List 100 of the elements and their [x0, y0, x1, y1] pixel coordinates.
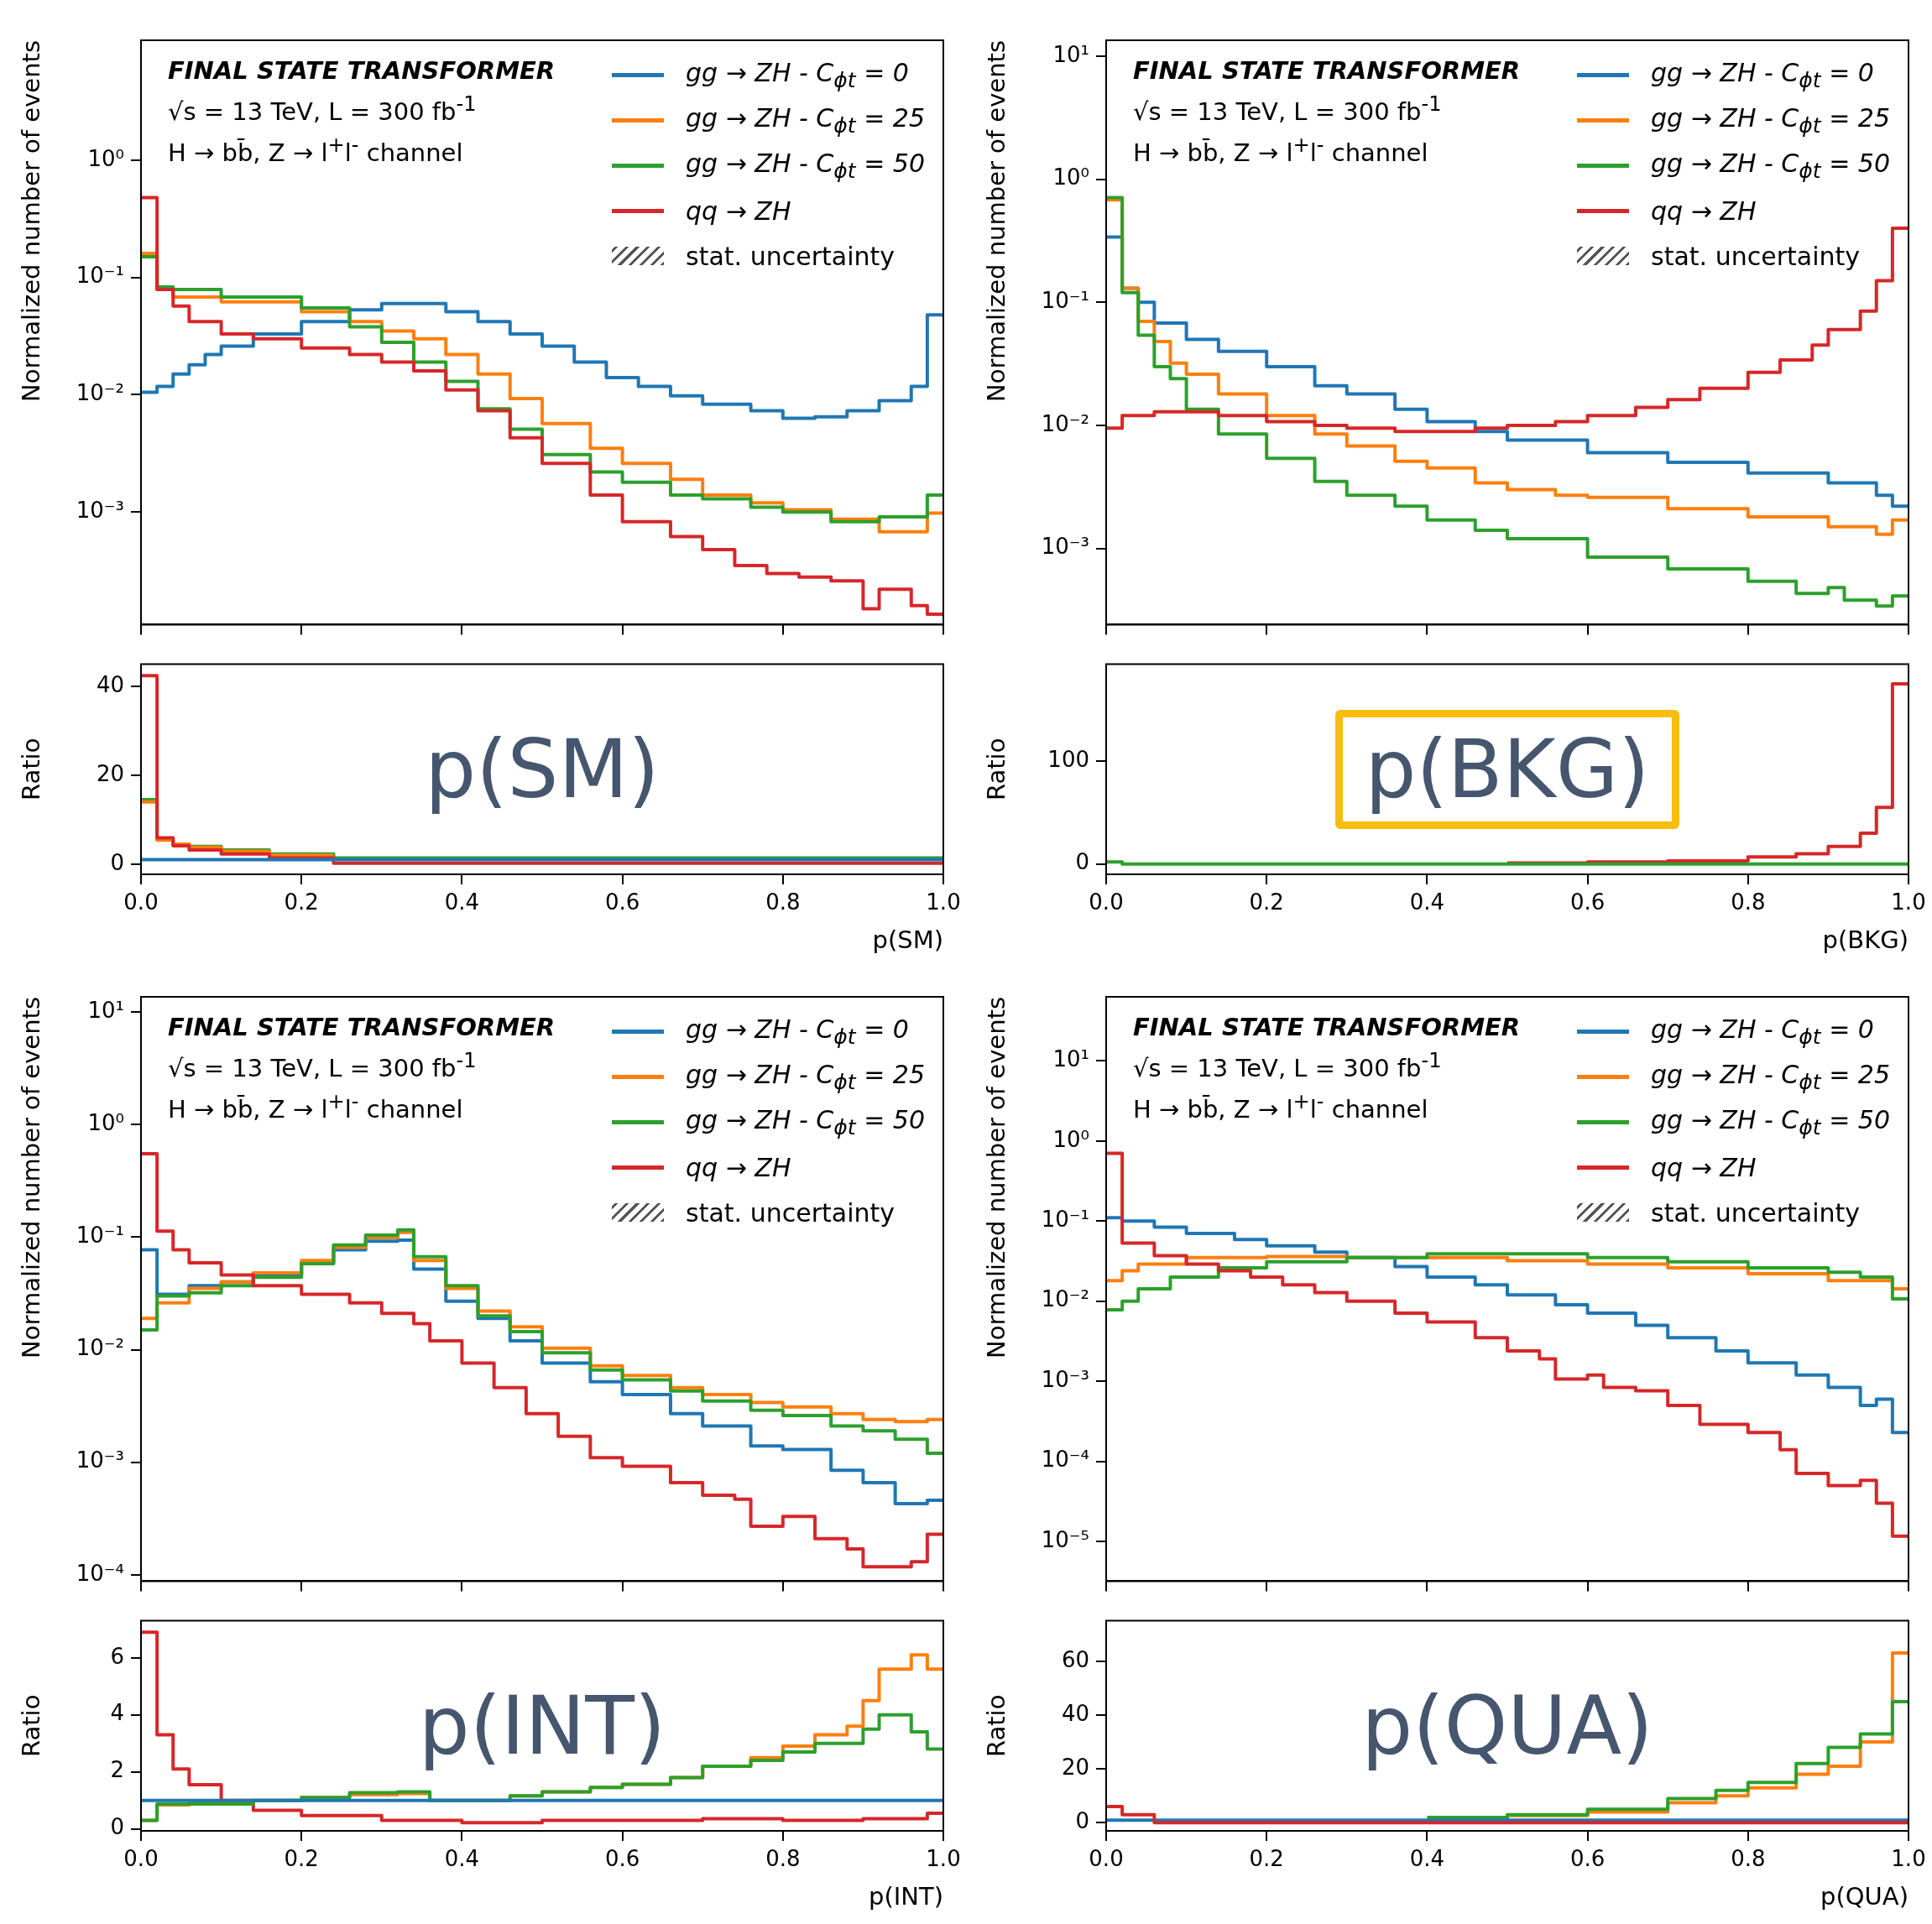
x-tick-label: 0.4 — [444, 1846, 480, 1872]
y-tick-label: 10⁻³ — [76, 1447, 124, 1473]
y-tick-label: 10⁻⁵ — [1041, 1526, 1089, 1552]
y-axis-title: Normalized number of events — [16, 40, 45, 402]
y-tick-label: 0 — [1075, 849, 1089, 875]
annotation: H → bb̄, Z → l$^{+}$l$^{-}$ channel — [1133, 132, 1429, 169]
y-tick-label: 10¹ — [87, 997, 124, 1023]
annotation: p(INT) — [418, 1678, 666, 1773]
y-tick-label: 4 — [110, 1700, 124, 1726]
annotation: H → bb̄, Z → l$^{+}$l$^{-}$ channel — [168, 132, 464, 169]
annotation: stat. uncertainty — [1651, 241, 1860, 271]
y-tick-label: 2 — [110, 1757, 124, 1783]
y-tick-label: 40 — [96, 671, 124, 697]
legend-label: gg → ZH - C$_{ϕt}$ = 25 — [1651, 102, 1890, 138]
legend-label: qq → ZH — [686, 1152, 791, 1182]
x-tick-label: 0.8 — [1731, 889, 1766, 915]
x-tick-label: 1.0 — [926, 1846, 961, 1872]
x-tick-label: 0.2 — [1249, 1846, 1284, 1872]
y-tick-label: 6 — [110, 1643, 124, 1669]
x-tick-label: 0.2 — [1249, 889, 1284, 915]
y-tick-label: 10⁻⁴ — [76, 1560, 124, 1586]
legend-label: qq → ZH — [1651, 196, 1757, 226]
annotation: √s = 13 TeV, L = 300 fb$^{-1}$ — [1133, 91, 1443, 128]
x-tick-label: 0.4 — [1409, 889, 1445, 915]
y-axis-title: Ratio — [16, 738, 45, 801]
y-tick-label: 0 — [110, 849, 124, 875]
legend-label: gg → ZH - C$_{ϕt}$ = 50 — [1651, 148, 1890, 183]
y-tick-label: 20 — [1061, 1754, 1089, 1780]
y-tick-label: 10⁻³ — [76, 498, 124, 524]
legend-label: gg → ZH - C$_{ϕt}$ = 25 — [686, 1059, 925, 1094]
legend-label: gg → ZH - C$_{ϕt}$ = 0 — [686, 57, 909, 92]
x-tick-label: 0.4 — [444, 889, 480, 915]
x-axis-title: p(INT) — [869, 1882, 943, 1911]
y-tick-label: 10⁻¹ — [76, 1223, 124, 1249]
y-axis-title: Normalized number of events — [981, 997, 1010, 1358]
x-tick-label: 1.0 — [1891, 1846, 1926, 1872]
annotation: stat. uncertainty — [686, 241, 895, 271]
legend-label: gg → ZH - C$_{ϕt}$ = 50 — [1651, 1104, 1890, 1139]
y-tick-label: 20 — [96, 760, 124, 786]
annotation: H → bb̄, Z → l$^{+}$l$^{-}$ channel — [168, 1088, 464, 1125]
y-tick-label: 40 — [1061, 1700, 1089, 1726]
legend-label: gg → ZH - C$_{ϕt}$ = 25 — [686, 102, 925, 138]
y-tick-label: 10⁻³ — [1041, 1366, 1089, 1392]
y-tick-label: 10⁻³ — [1041, 534, 1089, 560]
x-tick-label: 0.0 — [123, 1846, 159, 1872]
x-tick-label: 1.0 — [1891, 889, 1926, 915]
y-axis-title: Normalized number of events — [16, 997, 45, 1358]
y-tick-label: 10⁰ — [87, 145, 124, 171]
y-tick-label: 100 — [1047, 746, 1089, 772]
y-tick-label: 60 — [1061, 1646, 1089, 1672]
annotation: p(SM) — [425, 722, 660, 816]
x-axis-title: p(SM) — [872, 926, 943, 955]
x-tick-label: 0.2 — [284, 889, 319, 915]
y-tick-label: 0 — [110, 1814, 124, 1840]
annotation: √s = 13 TeV, L = 300 fb$^{-1}$ — [1133, 1048, 1443, 1084]
x-tick-label: 0.0 — [1089, 889, 1124, 915]
y-tick-label: 10⁻⁴ — [1041, 1447, 1089, 1473]
x-tick-label: 0.0 — [123, 889, 159, 915]
y-tick-label: 10⁰ — [1052, 1126, 1089, 1152]
x-tick-label: 0.6 — [1569, 889, 1606, 915]
legend-label: gg → ZH - C$_{ϕt}$ = 25 — [1651, 1059, 1890, 1094]
y-tick-label: 10⁻² — [1041, 1286, 1089, 1312]
x-tick-label: 0.6 — [1569, 1846, 1606, 1872]
y-tick-label: 10⁻¹ — [1041, 1207, 1089, 1233]
x-tick-label: 0.4 — [1409, 1846, 1445, 1872]
x-tick-label: 0.6 — [604, 1846, 640, 1872]
legend-label: gg → ZH - C$_{ϕt}$ = 50 — [686, 148, 925, 183]
annotation: √s = 13 TeV, L = 300 fb$^{-1}$ — [168, 1048, 478, 1084]
x-tick-label: 0.0 — [1089, 1846, 1124, 1872]
annotation: H → bb̄, Z → l$^{+}$l$^{-}$ channel — [1133, 1088, 1429, 1125]
y-tick-label: 10⁻² — [1041, 410, 1089, 436]
x-tick-label: 0.8 — [765, 889, 801, 915]
x-axis-title: p(QUA) — [1820, 1882, 1909, 1911]
x-axis-title: p(BKG) — [1822, 926, 1909, 955]
x-tick-label: 0.8 — [765, 1846, 801, 1872]
y-tick-label: 10¹ — [1052, 1046, 1089, 1072]
annotation: FINAL STATE TRANSFORMER — [1133, 55, 1521, 86]
y-tick-label: 0 — [1075, 1808, 1089, 1834]
legend-label: gg → ZH - C$_{ϕt}$ = 0 — [1651, 1014, 1874, 1049]
y-tick-label: 10⁻¹ — [76, 263, 124, 289]
annotation: √s = 13 TeV, L = 300 fb$^{-1}$ — [168, 91, 478, 128]
y-axis-title: Normalized number of events — [981, 40, 1010, 402]
x-tick-label: 0.2 — [284, 1846, 319, 1872]
x-tick-label: 1.0 — [926, 889, 961, 915]
y-axis-title: Ratio — [981, 1694, 1010, 1758]
y-axis-title: Ratio — [16, 1694, 45, 1758]
y-tick-label: 10⁻² — [76, 1335, 124, 1361]
annotation: FINAL STATE TRANSFORMER — [168, 1012, 556, 1043]
legend-label: gg → ZH - C$_{ϕt}$ = 0 — [686, 1014, 909, 1049]
annotation: FINAL STATE TRANSFORMER — [1133, 1012, 1521, 1043]
legend-label: gg → ZH - C$_{ϕt}$ = 0 — [1651, 57, 1874, 92]
annotation: p(QUA) — [1361, 1678, 1653, 1773]
rounded-frame: p(BKG) — [1335, 709, 1679, 829]
y-tick-label: 10⁰ — [87, 1109, 124, 1135]
legend-label: gg → ZH - C$_{ϕt}$ = 50 — [686, 1104, 925, 1139]
annotation: p(BKG) — [1365, 722, 1650, 816]
y-tick-label: 10⁻² — [76, 380, 124, 406]
y-tick-label: 10¹ — [1052, 41, 1089, 67]
annotation: FINAL STATE TRANSFORMER — [168, 55, 556, 86]
y-axis-title: Ratio — [981, 738, 1010, 801]
